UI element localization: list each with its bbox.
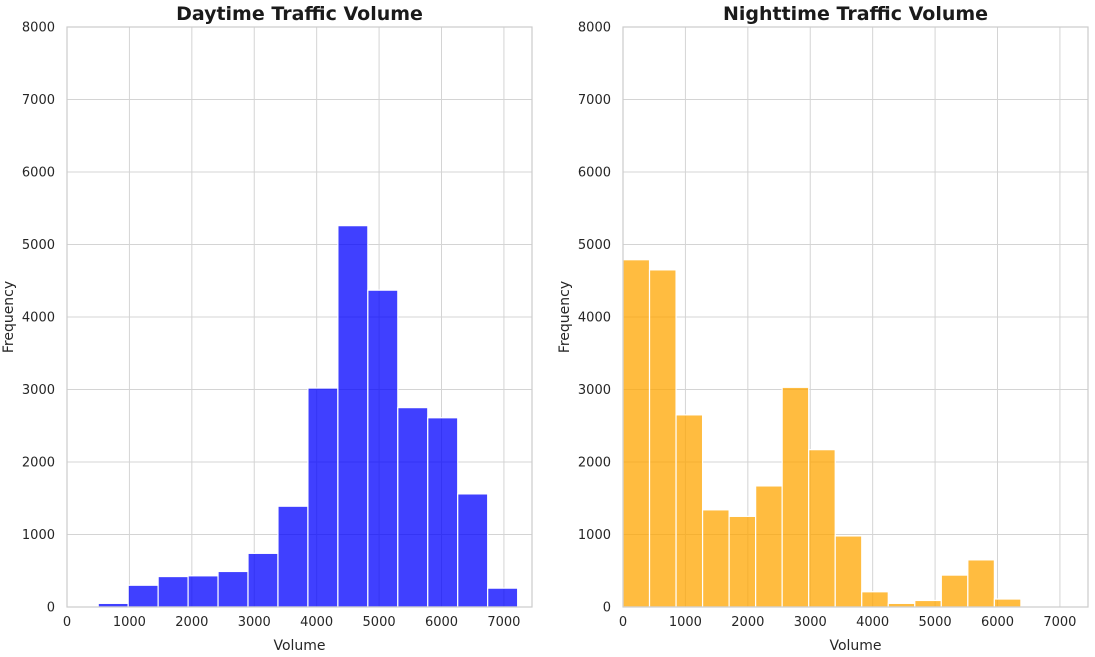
y-tick-label: 3000 (22, 383, 55, 398)
x-tick-label: 5000 (363, 615, 396, 630)
histogram-bar (861, 591, 889, 608)
y-tick-label: 6000 (578, 166, 611, 181)
x-tick-label: 0 (63, 615, 71, 630)
histogram-bars (97, 225, 519, 608)
histogram-bar (427, 417, 459, 608)
y-tick-label: 0 (47, 601, 55, 616)
histogram-panel-1: 0 1000 2000 3000 4000 5000 6000 7000 0 1000 2000 30… (557, 3, 1089, 654)
x-tick-label: 1000 (669, 615, 702, 630)
histogram-bar (457, 493, 489, 608)
histogram-bar (397, 407, 429, 608)
histogram-bar (157, 575, 189, 608)
histogram-bar (834, 535, 863, 608)
y-tick-label: 5000 (22, 238, 55, 253)
y-tick-label: 3000 (578, 383, 611, 398)
y-tick-label: 1000 (22, 528, 55, 543)
x-tick-label: 4000 (300, 615, 333, 630)
y-tick-label: 6000 (22, 166, 55, 181)
y-tick-label: 2000 (22, 456, 55, 471)
histogram-bar (940, 574, 969, 608)
histogram-bar (487, 587, 519, 608)
x-tick-label: 7000 (487, 615, 520, 630)
x-tick-label: 6000 (425, 615, 458, 630)
histogram-bar (701, 509, 730, 608)
chart-title: Daytime Traffic Volume (176, 3, 423, 25)
y-tick-label: 5000 (578, 238, 611, 253)
histogram-bar (337, 225, 369, 608)
histogram-bar (622, 259, 651, 608)
x-tick-label: 2000 (731, 615, 764, 630)
plot-frame (66, 26, 533, 608)
histogram-bar (367, 289, 399, 608)
histogram-bar (914, 599, 942, 608)
y-tick-label: 8000 (22, 21, 55, 36)
x-axis-label: Volume (273, 638, 325, 654)
histogram-bar (187, 575, 219, 608)
x-tick-label: 3000 (238, 615, 271, 630)
x-tick-label: 1000 (113, 615, 146, 630)
x-tick-label: 2000 (175, 615, 208, 630)
histogram-bar (127, 584, 159, 608)
histogram-bar (781, 386, 810, 608)
x-tick-label: 6000 (981, 615, 1014, 630)
x-tick-label: 4000 (856, 615, 889, 630)
y-tick-label: 7000 (578, 93, 611, 108)
chart-title: Nighttime Traffic Volume (723, 3, 988, 25)
y-tick-label: 7000 (22, 93, 55, 108)
histogram-bar (755, 485, 783, 608)
y-tick-label: 0 (603, 601, 611, 616)
histogram-bar (648, 269, 677, 608)
x-tick-label: 0 (619, 615, 627, 630)
histogram-bar (217, 570, 249, 608)
x-tick-label: 5000 (919, 615, 952, 630)
histogram-panel-0: 0 1000 2000 3000 4000 5000 6000 7000 0 1000 2000 30… (1, 3, 533, 654)
histogram-bar (967, 559, 995, 608)
plot-frame (622, 26, 1089, 608)
x-tick-label: 7000 (1043, 615, 1076, 630)
y-tick-label: 4000 (578, 311, 611, 326)
histogram-bar (993, 598, 1022, 608)
histogram-bar (728, 515, 757, 608)
y-tick-label: 1000 (578, 528, 611, 543)
y-tick-label: 4000 (22, 311, 55, 326)
x-tick-label: 3000 (794, 615, 827, 630)
x-axis-label: Volume (829, 638, 881, 654)
histogram-bar (307, 387, 339, 608)
histogram-bar (675, 414, 704, 608)
histogram-bars (622, 259, 1022, 608)
y-tick-label: 8000 (578, 21, 611, 36)
histogram-bar (247, 552, 279, 608)
y-tick-label: 2000 (578, 456, 611, 471)
y-axis-label: Frequency (1, 281, 17, 353)
y-axis-label: Frequency (557, 281, 573, 353)
histogram-bar (277, 505, 309, 608)
histogram-bar (808, 449, 836, 608)
